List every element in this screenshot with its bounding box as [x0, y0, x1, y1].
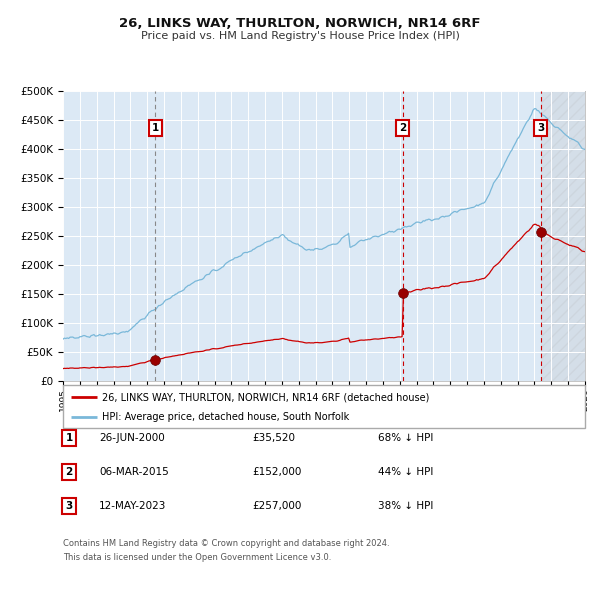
- Text: 44% ↓ HPI: 44% ↓ HPI: [378, 467, 433, 477]
- Text: 3: 3: [537, 123, 544, 133]
- Text: 2: 2: [399, 123, 406, 133]
- Text: £257,000: £257,000: [252, 502, 301, 511]
- Text: Contains HM Land Registry data © Crown copyright and database right 2024.: Contains HM Land Registry data © Crown c…: [63, 539, 389, 548]
- Text: HPI: Average price, detached house, South Norfolk: HPI: Average price, detached house, Sout…: [102, 412, 349, 422]
- Text: 68% ↓ HPI: 68% ↓ HPI: [378, 433, 433, 442]
- Text: 1: 1: [152, 123, 159, 133]
- Bar: [541, 91, 593, 381]
- Text: 26-JUN-2000: 26-JUN-2000: [99, 433, 165, 442]
- Text: 12-MAY-2023: 12-MAY-2023: [99, 502, 166, 511]
- Text: 06-MAR-2015: 06-MAR-2015: [99, 467, 169, 477]
- Text: £35,520: £35,520: [252, 433, 295, 442]
- Text: 1: 1: [65, 433, 73, 442]
- Text: 26, LINKS WAY, THURLTON, NORWICH, NR14 6RF: 26, LINKS WAY, THURLTON, NORWICH, NR14 6…: [119, 17, 481, 30]
- Text: 3: 3: [65, 502, 73, 511]
- Text: 38% ↓ HPI: 38% ↓ HPI: [378, 502, 433, 511]
- Text: £152,000: £152,000: [252, 467, 301, 477]
- Text: 2: 2: [65, 467, 73, 477]
- Text: 26, LINKS WAY, THURLTON, NORWICH, NR14 6RF (detached house): 26, LINKS WAY, THURLTON, NORWICH, NR14 6…: [102, 392, 430, 402]
- Text: This data is licensed under the Open Government Licence v3.0.: This data is licensed under the Open Gov…: [63, 553, 331, 562]
- Text: Price paid vs. HM Land Registry's House Price Index (HPI): Price paid vs. HM Land Registry's House …: [140, 31, 460, 41]
